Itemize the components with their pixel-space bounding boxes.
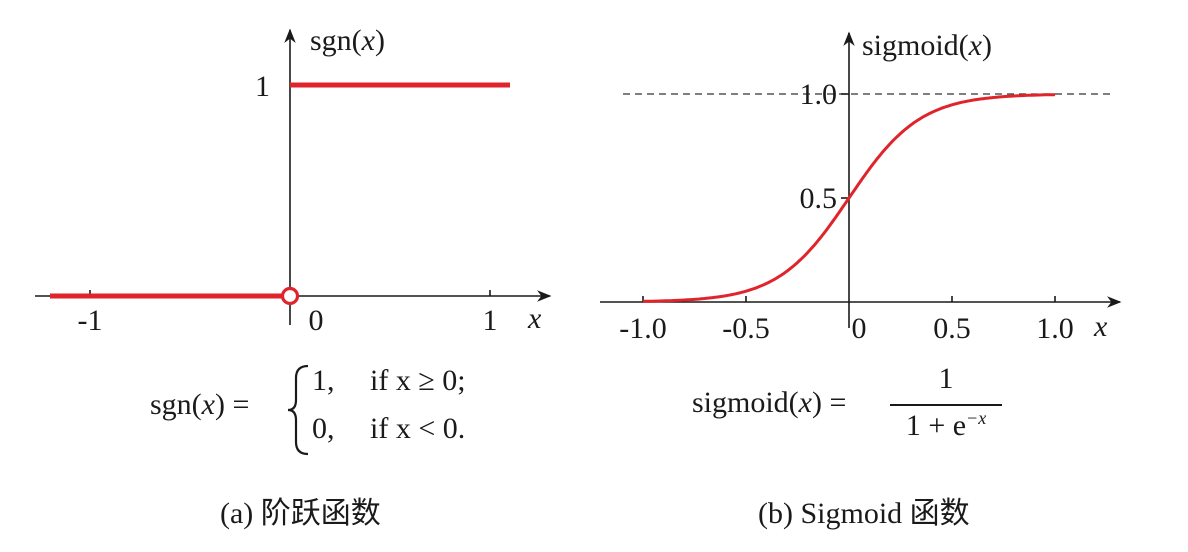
panel-b-x-tick-label-4: 1.0 <box>1036 312 1074 345</box>
panel-b-x-axis-label: x <box>1093 310 1108 343</box>
panel-b-x-tick-label-2: 0 <box>852 312 867 345</box>
panel-b-sigmoid-curve <box>642 93 1056 303</box>
panel-b-sigmoid-chart: -1.0 -0.5 0 0.5 1.0 0.5 1.0 sigmoid(x) x <box>600 29 1122 345</box>
panel-a-x-tick-label-2: 1 <box>483 304 498 337</box>
panel-b-y-tick-label-0: 0.5 <box>800 182 838 215</box>
panel-b-x-tick-label-3: 0.5 <box>933 312 971 345</box>
panel-a-caption: (a) 阶跃函数 <box>220 497 381 530</box>
panel-a-y-axis-label: sgn(x) <box>310 24 385 57</box>
panel-a-case2-condition: if x < 0. <box>370 412 466 445</box>
panel-a-case1-condition: if x ≥ 0; <box>370 364 466 397</box>
panel-b-x-tick-label-0: -1.0 <box>619 312 667 345</box>
panel-a-formula-lhs: sgn(x) = <box>150 388 250 421</box>
panel-b-caption: (b) Sigmoid 函数 <box>758 497 970 530</box>
panel-b-formula-lhs: sigmoid(x) = <box>692 386 847 419</box>
panel-b-x-tick-label-1: -0.5 <box>722 312 770 345</box>
panel-b-y-axis-label: sigmoid(x) <box>862 29 992 62</box>
panel-a-open-circle <box>280 286 300 306</box>
panel-b-formula-numerator: 1 <box>938 362 954 395</box>
panel-a-y-tick-label-0: 1 <box>255 70 270 103</box>
panel-a-case1-value: 1, <box>312 364 335 397</box>
panel-b-y-tick-label-1: 1.0 <box>800 78 838 111</box>
panel-b-formula: sigmoid(x) = 1 1 + e−x <box>692 362 1022 452</box>
panel-a-case2-value: 0, <box>312 412 335 445</box>
panel-b-fraction-bar <box>890 404 1002 406</box>
panel-b-formula-denominator: 1 + e−x <box>905 408 987 442</box>
brace-icon <box>287 364 309 456</box>
panel-a-x-tick-label-0: -1 <box>78 304 103 337</box>
panel-a-x-axis-label: x <box>527 302 542 335</box>
panel-a-step-chart: -1 0 1 1 sgn(x) x <box>35 24 552 337</box>
panel-a-x-tick-label-1: 0 <box>309 304 324 337</box>
panel-a-formula: sgn(x) = 1, if x ≥ 0; 0, if x < 0. <box>150 360 510 460</box>
